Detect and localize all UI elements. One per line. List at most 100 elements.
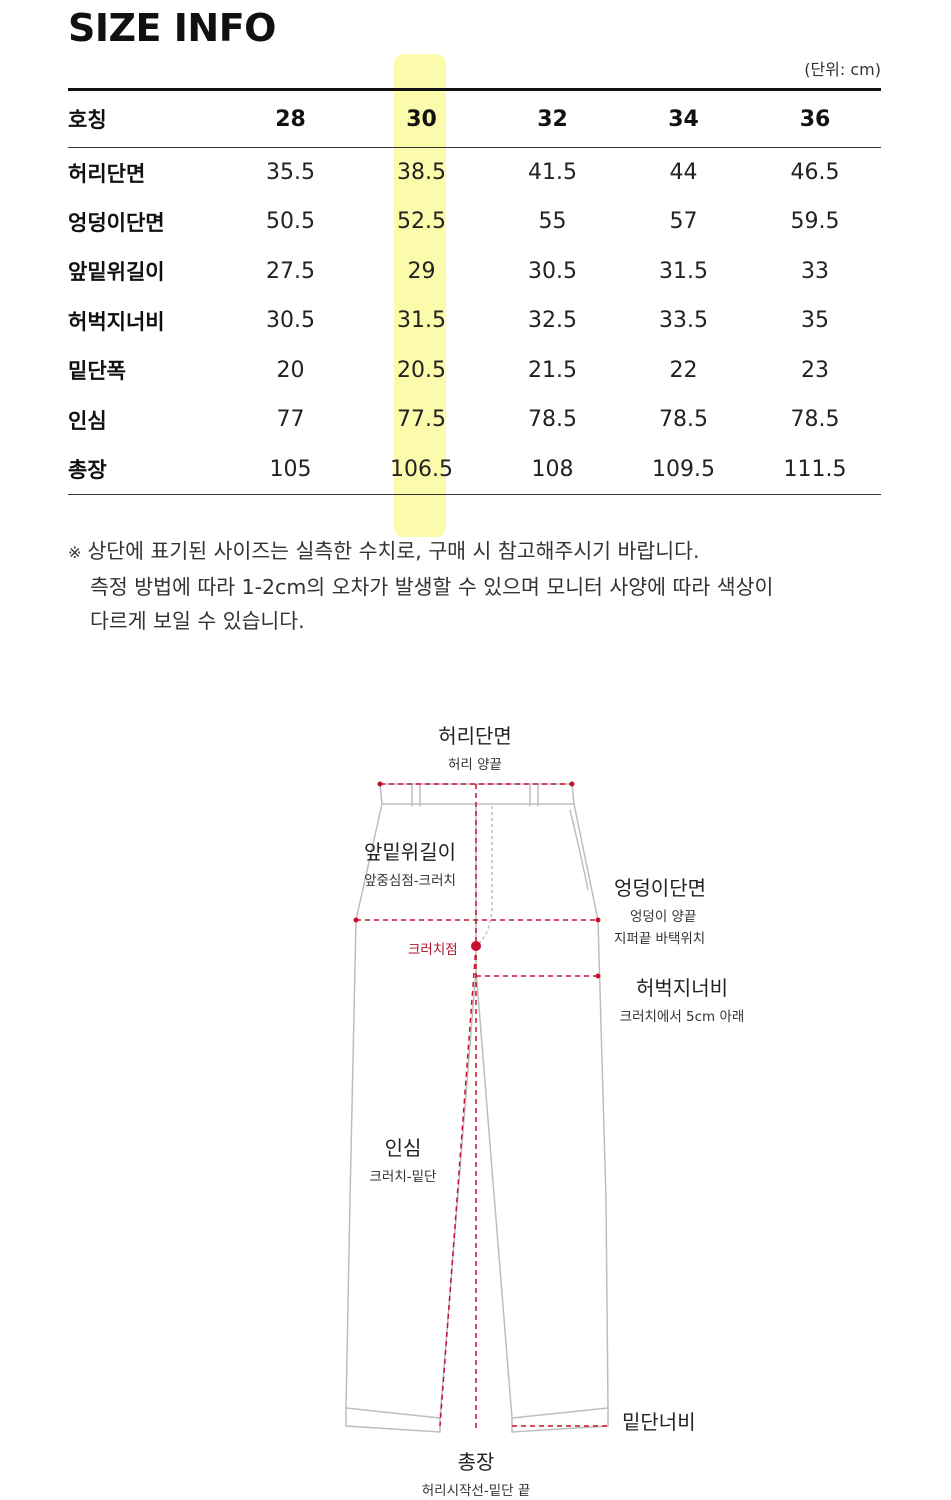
cell-value: 78.5 — [528, 407, 577, 433]
total-length-label-main: 총장 — [457, 1450, 495, 1474]
inseam-label: 인심 크러치-밑단 — [358, 1132, 448, 1185]
waist-left-point — [377, 781, 383, 787]
row-label: 밑단폭 — [68, 359, 126, 384]
waist-label-main: 허리단면 — [438, 724, 512, 748]
cell-value: 109.5 — [618, 444, 749, 495]
row-label: 엉덩이단면 — [68, 210, 165, 235]
crotch-point-dot — [471, 941, 481, 951]
note-mark: ※ — [68, 543, 82, 562]
note-line-2: 측정 방법에 따라 1-2cm의 오차가 발생할 수 있으며 모니터 사양에 따… — [90, 575, 774, 599]
cell-value: 78.5 — [659, 407, 708, 433]
cell-value: 55 — [538, 209, 567, 235]
fly-stitch — [475, 806, 493, 947]
thigh-label-main: 허벅지너비 — [636, 976, 728, 1000]
hip-right-point — [595, 917, 601, 923]
size-header: 32 — [487, 88, 618, 148]
size-header: 30 — [356, 88, 487, 148]
cell-value: 31.5 — [659, 258, 708, 284]
size-header: 36 — [749, 88, 881, 148]
unit-label: (단위: cm) — [804, 60, 881, 79]
cell-value: 105 — [225, 444, 356, 495]
cell-value: 46.5 — [790, 160, 840, 185]
size-header: 34 — [618, 88, 749, 148]
cell-value: 41.5 — [528, 160, 577, 185]
waist-label: 허리단면 허리 양끝 — [425, 720, 525, 773]
thigh-point — [595, 973, 601, 979]
cell-value: 59.5 — [790, 209, 840, 235]
row-label: 총장 — [68, 444, 225, 495]
hip-label: 엉덩이단면 엉덩이 양끝 지퍼끝 바택위치 — [614, 872, 706, 947]
cell-value: 78.5 — [790, 407, 840, 433]
total-length-label: 총장 허리시작선-밑단 끝 — [406, 1446, 546, 1499]
row-label: 앞밑위길이 — [68, 260, 165, 285]
size-note: ※ 상단에 표기된 사이즈는 실측한 수치로, 구매 시 참고해주시기 바랍니다.… — [68, 534, 868, 638]
cell-value: 22 — [669, 357, 698, 383]
front-rise-label: 앞밑위길이 앞중심점-크러치 — [350, 836, 470, 889]
waistband-outline — [379, 783, 575, 805]
cell-value: 31.5 — [397, 308, 446, 334]
table-row: 인심 77 77.5 78.5 78.5 78.5 — [68, 395, 881, 445]
cell-value: 57 — [669, 209, 698, 235]
table-row: 총장 105 106.5 108 109.5 111.5 — [68, 444, 881, 495]
cell-value: 29 — [407, 258, 436, 284]
left-leg-outline — [345, 803, 477, 1419]
hem-label: 밑단너비 — [622, 1406, 696, 1435]
cell-value: 30.5 — [266, 308, 315, 334]
measurement-diagram: 허리단면 허리 양끝 앞밑위길이 앞중심점-크러치 엉덩이단면 엉덩이 양끝 지… — [0, 640, 951, 1500]
cell-value: 33.5 — [659, 308, 708, 334]
note-line-1: ※ 상단에 표기된 사이즈는 실측한 수치로, 구매 시 참고해주시기 바랍니다. — [68, 534, 868, 570]
cell-value: 52.5 — [397, 209, 446, 235]
cell-value: 27.5 — [266, 258, 315, 284]
left-cuff — [345, 1408, 441, 1433]
cell-value: 20.5 — [397, 357, 446, 383]
cell-value: 77.5 — [397, 407, 446, 433]
hip-left-point — [353, 917, 359, 923]
note-line-3: 다르게 보일 수 있습니다. — [90, 609, 305, 633]
thigh-label-sub: 크러치에서 5cm 아래 — [619, 1009, 745, 1025]
cell-value: 35 — [801, 308, 829, 334]
table-row: 앞밑위길이 27.5 29 30.5 31.5 33 — [68, 247, 881, 297]
header-label: 호칭 — [68, 88, 225, 148]
belt-loop-left — [411, 784, 421, 806]
total-length-label-sub: 허리시작선-밑단 끝 — [421, 1483, 531, 1499]
note-text-1: 상단에 표기된 사이즈는 실측한 수치로, 구매 시 참고해주시기 바랍니다. — [87, 539, 700, 563]
cell-value: 23 — [801, 357, 829, 383]
inseam-label-sub: 크러치-밑단 — [369, 1169, 437, 1185]
front-rise-label-sub: 앞중심점-크러치 — [364, 873, 456, 889]
crotch-point-label: 크러치점 — [408, 942, 458, 958]
row-label: 허리단면 — [68, 161, 146, 186]
cell-value: 108 — [487, 444, 618, 495]
cell-value: 77 — [276, 407, 305, 433]
size-table: 호칭 28 30 32 34 36 허리단면 35.5 38.5 41.5 44… — [68, 88, 881, 495]
cell-value: 20 — [276, 357, 305, 383]
cell-value: 50.5 — [266, 209, 315, 235]
table-row: 허리단면 35.5 38.5 41.5 44 46.5 — [68, 148, 881, 198]
front-rise-label-main: 앞밑위길이 — [364, 840, 456, 864]
cell-value: 32.5 — [528, 308, 577, 334]
cell-value: 21.5 — [528, 357, 577, 383]
table-header-row: 호칭 28 30 32 34 36 — [68, 88, 881, 148]
hem-label-main: 밑단너비 — [622, 1410, 696, 1434]
right-cuff — [511, 1408, 609, 1433]
hip-label-sub2: 지퍼끝 바택위치 — [614, 931, 706, 947]
right-leg-outline — [475, 803, 609, 1419]
thigh-label: 허벅지너비 크러치에서 5cm 아래 — [612, 972, 752, 1025]
cell-value: 33 — [801, 258, 829, 284]
cell-value: 30.5 — [528, 258, 577, 284]
waist-label-sub: 허리 양끝 — [448, 757, 502, 773]
belt-loop-right — [529, 784, 539, 806]
cell-value: 44 — [669, 160, 698, 185]
table-row: 엉덩이단면 50.5 52.5 55 57 59.5 — [68, 197, 881, 247]
table-row: 허벅지너비 30.5 31.5 32.5 33.5 35 — [68, 296, 881, 346]
row-label: 인심 — [68, 408, 107, 433]
right-pocket — [569, 809, 589, 891]
table-row: 밑단폭 20 20.5 21.5 22 23 — [68, 346, 881, 396]
page-title: SIZE INFO — [68, 6, 276, 50]
row-label: 허벅지너비 — [68, 309, 165, 334]
hip-label-sub1: 엉덩이 양끝 — [630, 909, 697, 925]
inseam-label-main: 인심 — [384, 1136, 422, 1160]
size-header: 28 — [225, 88, 356, 148]
pants-illustration — [345, 781, 609, 1433]
waist-right-point — [569, 781, 575, 787]
cell-value: 106.5 — [356, 444, 487, 495]
